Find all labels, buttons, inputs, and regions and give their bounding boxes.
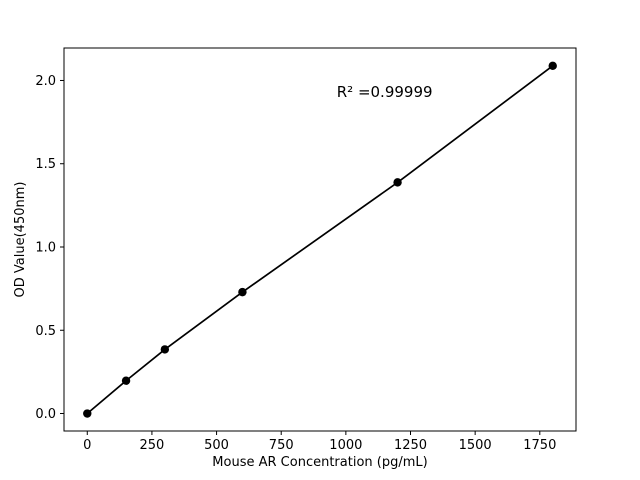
x-tick-label: 250: [140, 438, 165, 453]
data-point: [121, 376, 131, 385]
y-tick-label: 0.5: [35, 324, 56, 339]
data-point: [160, 345, 170, 354]
y-tick-label: 1.0: [35, 240, 56, 255]
x-tick-label: 1250: [394, 438, 427, 453]
plot-area: 0 250 500 750 1000 1250 1500 1750 0.0 0.5 1.0 1.5 2.…: [35, 61, 557, 453]
y-tick-label: 0.0: [35, 407, 56, 422]
x-tick-label: 0: [83, 438, 91, 453]
trend-line: [86, 65, 554, 415]
r-squared-annotation: R² =0.99999: [337, 83, 433, 101]
y-tick-label: 1.5: [35, 157, 56, 172]
data-point: [83, 409, 92, 418]
data-point: [393, 178, 402, 187]
plot-border: [63, 47, 577, 432]
x-axis-label: Mouse AR Concentration (pg/mL): [212, 455, 427, 470]
y-axis-label: OD Value(450nm): [13, 182, 28, 298]
x-tick-label: 750: [269, 438, 294, 453]
data-point: [548, 61, 557, 71]
x-tick-label: 1500: [459, 438, 492, 453]
x-tick-label: 500: [204, 438, 229, 453]
x-tick-label: 1000: [329, 438, 362, 453]
y-tick-label: 2.0: [35, 74, 56, 89]
x-tick-label: 1750: [523, 438, 556, 453]
data-point: [238, 287, 247, 297]
